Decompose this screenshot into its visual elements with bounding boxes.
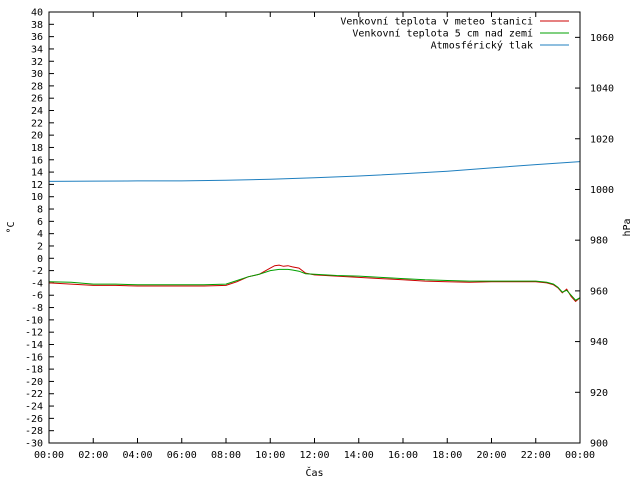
y-tick-label: -6 [31, 291, 43, 302]
y2-tick-label: 1020 [590, 134, 614, 145]
y-tick-label: -14 [25, 340, 43, 351]
y2-tick-label: 920 [590, 388, 608, 399]
y-tick-label: 30 [31, 69, 43, 80]
y2-tick-label: 1040 [590, 84, 614, 95]
y-tick-label: 10 [31, 192, 43, 203]
y-tick-label: -12 [25, 328, 43, 339]
y-tick-label: 40 [31, 8, 43, 19]
y-tick-label: 22 [31, 118, 43, 129]
series-line-2 [48, 161, 581, 182]
x-tick-label: 12:00 [299, 450, 329, 461]
x-tick-label: 00:00 [565, 450, 595, 461]
y-tick-label: -22 [25, 389, 43, 400]
x-axis-ticks: 00:00 02:00 04:00 06:00 08:00 10:00 12:00 14:00… [34, 12, 595, 461]
y2-tick-label: 940 [590, 337, 608, 348]
y2-tick-label: 1060 [590, 33, 614, 44]
legend-label-0: Venkovní teplota v meteo stanici [340, 16, 533, 28]
y2-axis-label: hPa [622, 218, 633, 236]
y2-axis-ticks: 900 920 940 960 980 1000 1020 1040 1060 [575, 33, 614, 450]
y-tick-label: -16 [25, 352, 43, 363]
y-tick-label: 4 [37, 229, 43, 240]
y-tick-label: -8 [31, 303, 43, 314]
y-tick-label: 36 [31, 32, 43, 43]
y-tick-label: 12 [31, 180, 43, 191]
x-tick-label: 16:00 [388, 450, 418, 461]
y-tick-label: 38 [31, 20, 43, 31]
x-tick-label: 20:00 [476, 450, 506, 461]
x-tick-label: 00:00 [34, 450, 64, 461]
y-tick-label: -24 [25, 402, 43, 413]
legend: Venkovní teplota v meteo staniciVenkovní… [340, 16, 569, 52]
y-tick-label: 18 [31, 143, 43, 154]
x-axis-label: Čas [305, 466, 323, 479]
y-tick-label: 32 [31, 57, 43, 68]
x-tick-label: 06:00 [167, 450, 197, 461]
y-tick-label: 0 [37, 254, 43, 265]
legend-label-2: Atmosférický tlak [431, 40, 533, 52]
series-lines [48, 161, 581, 303]
x-tick-label: 04:00 [122, 450, 152, 461]
y-tick-label: -20 [25, 377, 43, 388]
y-tick-label: -10 [25, 315, 43, 326]
y-tick-label: -4 [31, 278, 43, 289]
y2-tick-label: 980 [590, 236, 608, 247]
y-tick-label: 2 [37, 241, 43, 252]
plot-frame [48, 11, 581, 444]
series-line-0 [48, 264, 581, 303]
y-tick-label: 6 [37, 217, 43, 228]
y-axis-label: °C [6, 221, 17, 233]
y-axis-ticks: -30-28-26-24-22-20-18-16-14-12-10-8-6-4-… [25, 8, 54, 450]
x-tick-label: 22:00 [521, 450, 551, 461]
series-line-1 [48, 268, 581, 301]
x-tick-label: 18:00 [432, 450, 462, 461]
y-tick-label: 14 [31, 168, 43, 179]
y-tick-label: 26 [31, 94, 43, 105]
y-tick-label: -2 [31, 266, 43, 277]
y-tick-label: -18 [25, 365, 43, 376]
y-tick-label: 28 [31, 81, 43, 92]
y-tick-label: 8 [37, 205, 43, 216]
y-tick-label: 16 [31, 155, 43, 166]
y-tick-label: -28 [25, 426, 43, 437]
y-tick-label: -30 [25, 439, 43, 450]
x-tick-label: 08:00 [211, 450, 241, 461]
y-tick-label: 20 [31, 131, 43, 142]
y2-tick-label: 900 [590, 439, 608, 450]
y-tick-label: 34 [31, 44, 43, 55]
y-tick-label: 24 [31, 106, 43, 117]
y-tick-label: -26 [25, 414, 43, 425]
y2-tick-label: 1000 [590, 185, 614, 196]
legend-label-1: Venkovní teplota 5 cm nad zemí [352, 28, 533, 40]
x-tick-label: 02:00 [78, 450, 108, 461]
x-tick-label: 10:00 [255, 450, 285, 461]
x-tick-label: 14:00 [344, 450, 374, 461]
y2-tick-label: 960 [590, 286, 608, 297]
